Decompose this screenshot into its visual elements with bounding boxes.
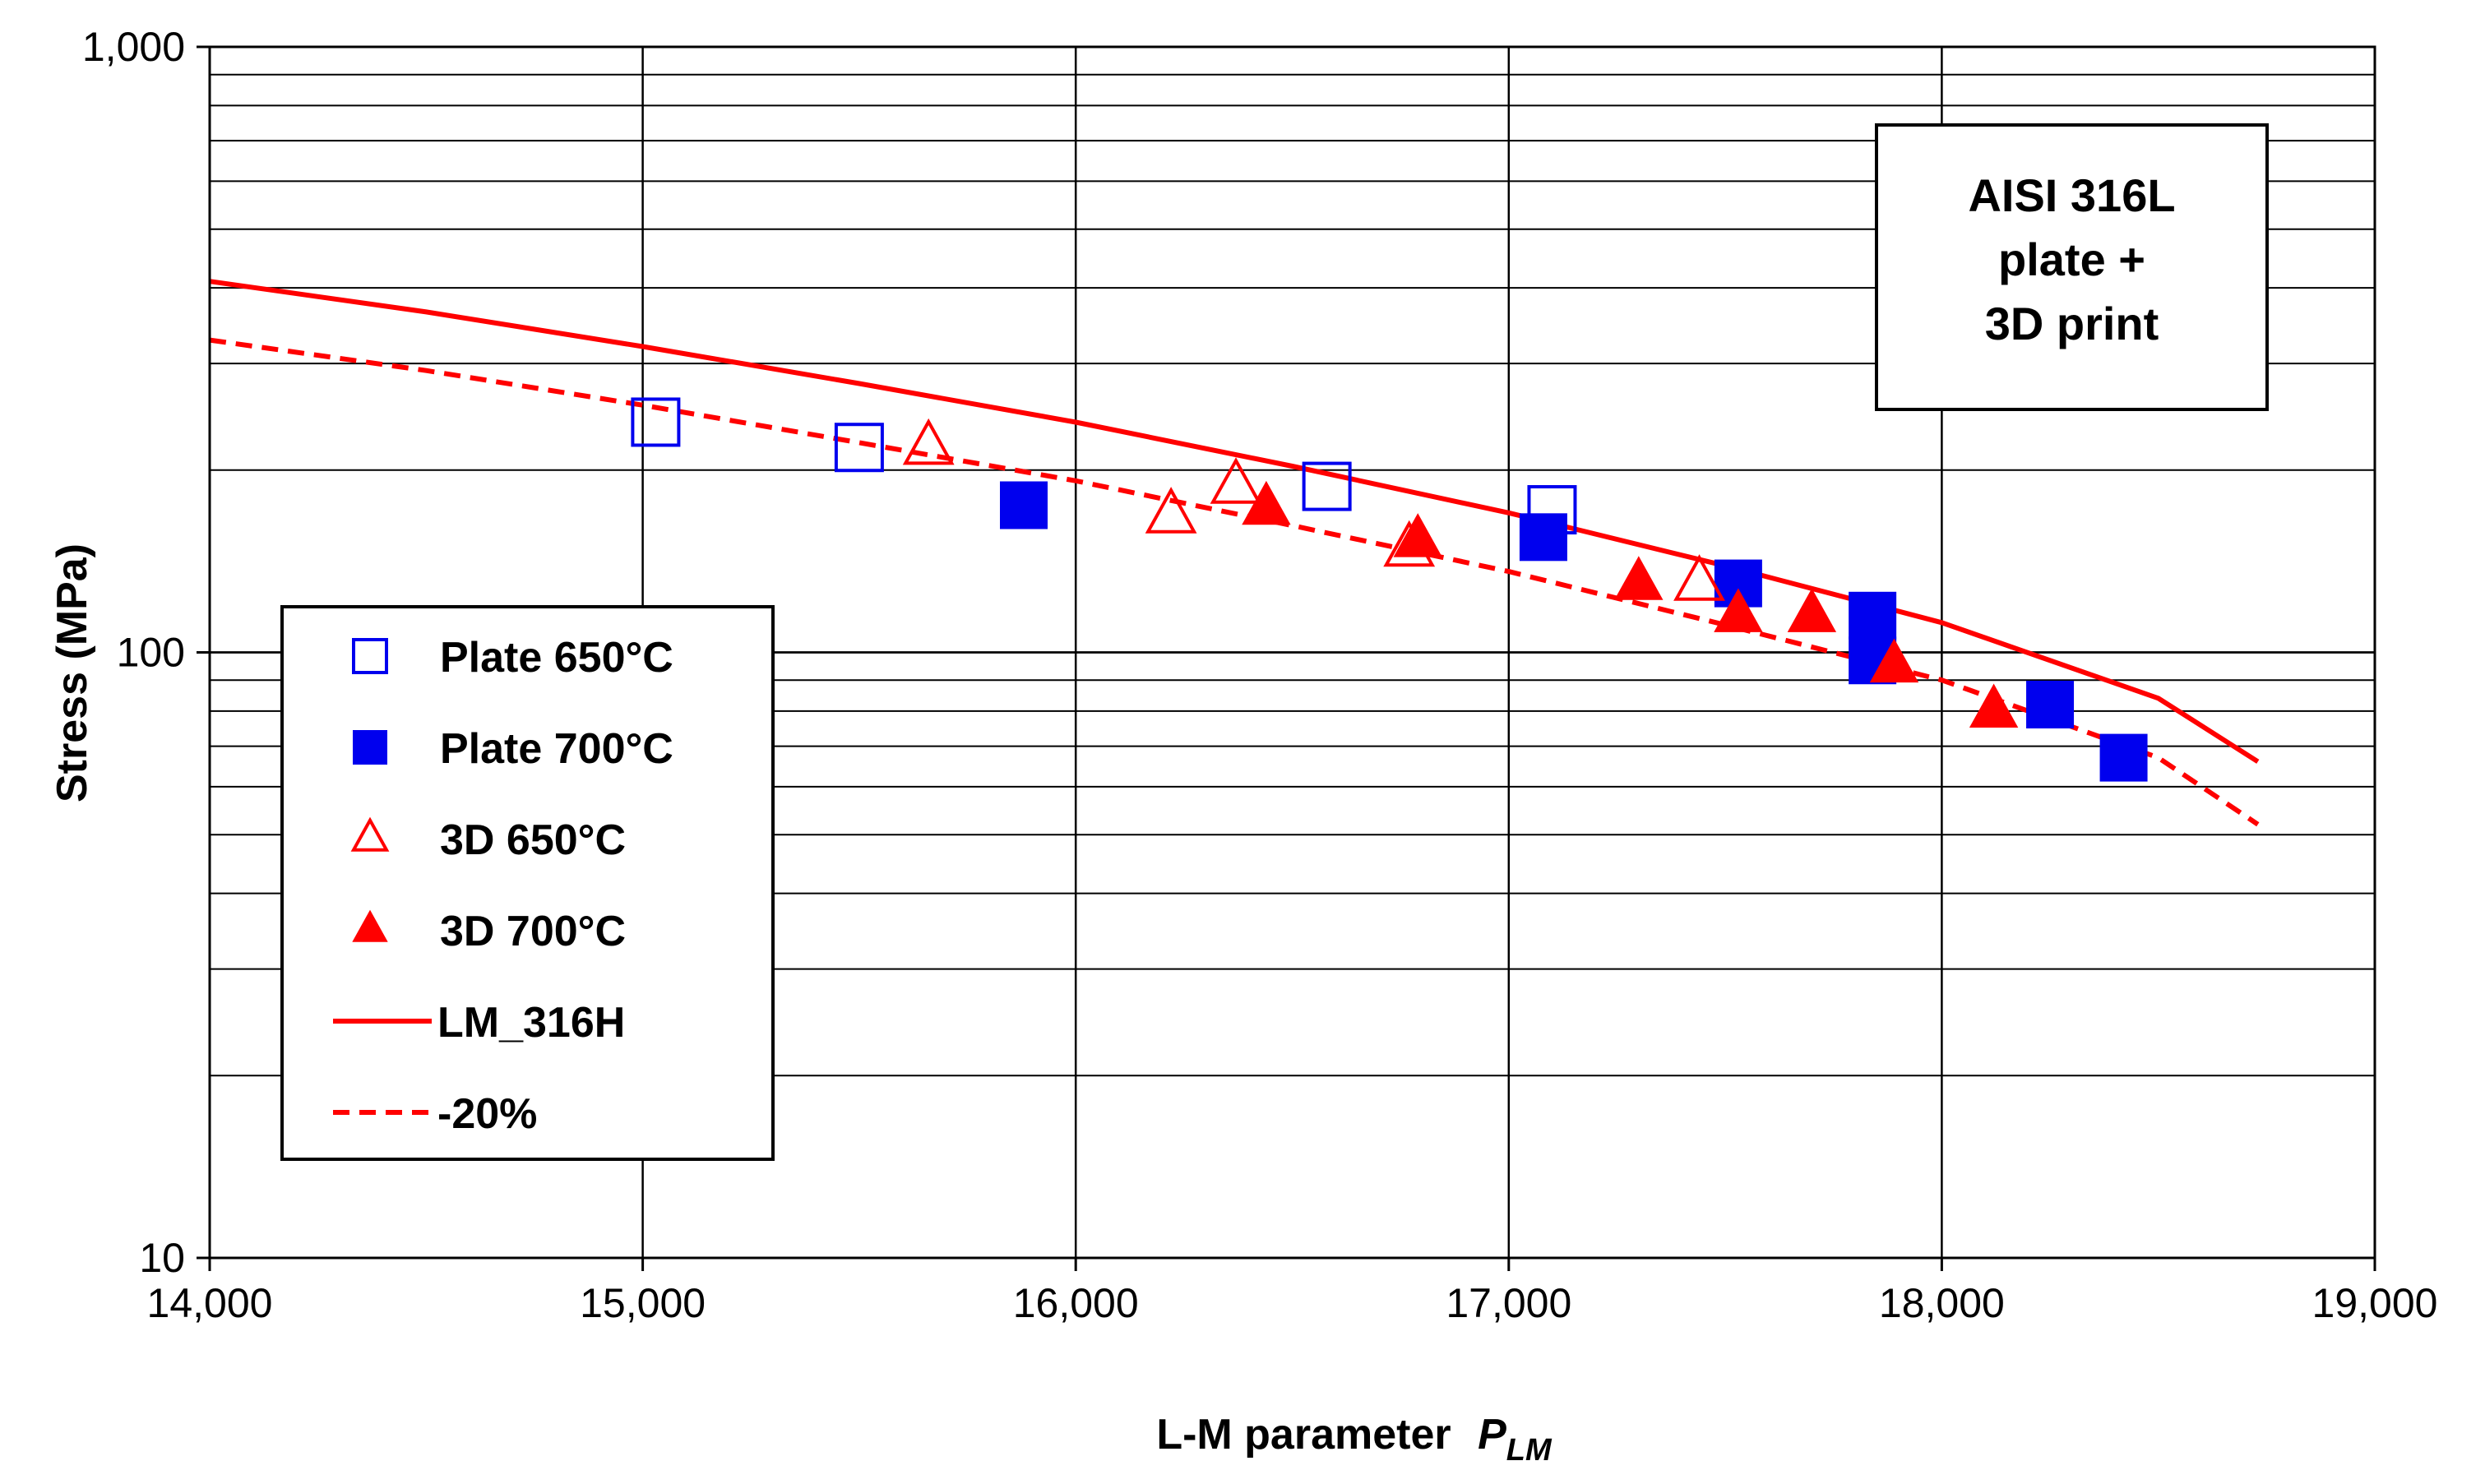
- point-plate-650-c: [631, 397, 681, 447]
- point-3d-700-c: [1242, 480, 1291, 525]
- legend-frame: [280, 605, 775, 1161]
- point-3d-700-c: [1969, 683, 2019, 728]
- series-line-lm-316h: [209, 279, 2260, 764]
- x-tick-label: 15,000: [580, 1280, 706, 1326]
- data-markers: [631, 397, 2148, 782]
- annotation-line-2: plate +: [1998, 233, 2145, 285]
- y-tick-label: 100: [117, 630, 185, 676]
- point-plate-700-c: [1849, 591, 1897, 640]
- annotation-box: AISI 316L plate + 3D print: [1875, 123, 2269, 411]
- point-3d-650-c: [1145, 487, 1197, 534]
- legend-label-3d-650-c: 3D 650°C: [440, 816, 626, 864]
- x-tick-label: 18,000: [1879, 1280, 2005, 1326]
- x-tick-label: 16,000: [1013, 1280, 1139, 1326]
- series-lines: [209, 279, 2260, 827]
- y-tick-label: 1,000: [82, 24, 185, 70]
- point-plate-700-c: [2026, 680, 2075, 728]
- legend: Plate 650°C Plate 700°C 3D 650°C 3D 700°C LM…: [280, 605, 775, 1161]
- point-3d-700-c: [1614, 556, 1664, 600]
- legend-swatch-3d-650-c: [350, 816, 390, 852]
- point-3d-700-c: [1393, 513, 1442, 557]
- annotation-line-3: 3D print: [1985, 298, 2159, 349]
- y-tick-label: 10: [139, 1235, 185, 1281]
- point-plate-700-c: [1519, 513, 1567, 562]
- legend-swatch-plate-650-c: [352, 638, 388, 674]
- axis-ticks: 14,000 15,000 16,000 17,000 18,000 19,000 10 10…: [82, 24, 2438, 1326]
- point-3d-700-c: [1714, 588, 1763, 632]
- x-tick-label: 19,000: [2312, 1280, 2438, 1326]
- legend-label-3d-700-c: 3D 700°C: [440, 908, 626, 955]
- x-axis-title-text: L-M parameter: [1156, 1411, 1451, 1459]
- point-plate-650-c: [834, 423, 884, 473]
- legend-label-plate-700-c: Plate 700°C: [440, 725, 673, 773]
- x-tick-label: 14,000: [147, 1280, 273, 1326]
- legend-swatch-plate-700-c: [353, 730, 387, 765]
- point-plate-650-c: [1302, 461, 1352, 511]
- legend-label-lm-316h: LM_316H: [437, 999, 625, 1047]
- series-line--20-: [209, 337, 2260, 827]
- x-tick-label: 17,000: [1446, 1280, 1571, 1326]
- legend-label--20-: -20%: [437, 1090, 537, 1138]
- point-3d-700-c: [1787, 588, 1837, 632]
- point-3d-650-c: [1210, 457, 1262, 504]
- x-axis-title-symbol: P: [1478, 1411, 1506, 1459]
- legend-swatch-3d-700-c: [352, 909, 388, 942]
- legend-label-plate-650-c: Plate 650°C: [440, 634, 673, 682]
- annotation-line-1: AISI 316L: [1968, 169, 2175, 221]
- y-axis-title: Stress (MPa): [49, 543, 96, 802]
- point-3d-650-c: [1673, 554, 1725, 601]
- x-axis-title-subscript: LM: [1506, 1433, 1553, 1468]
- annotation-frame: [1875, 123, 2269, 411]
- point-plate-700-c: [2099, 733, 2148, 782]
- point-3d-700-c: [1869, 638, 1919, 683]
- point-plate-700-c: [1000, 481, 1048, 529]
- point-3d-650-c: [902, 418, 955, 465]
- x-axis-title: L-M parameter PLM: [1156, 1411, 1553, 1468]
